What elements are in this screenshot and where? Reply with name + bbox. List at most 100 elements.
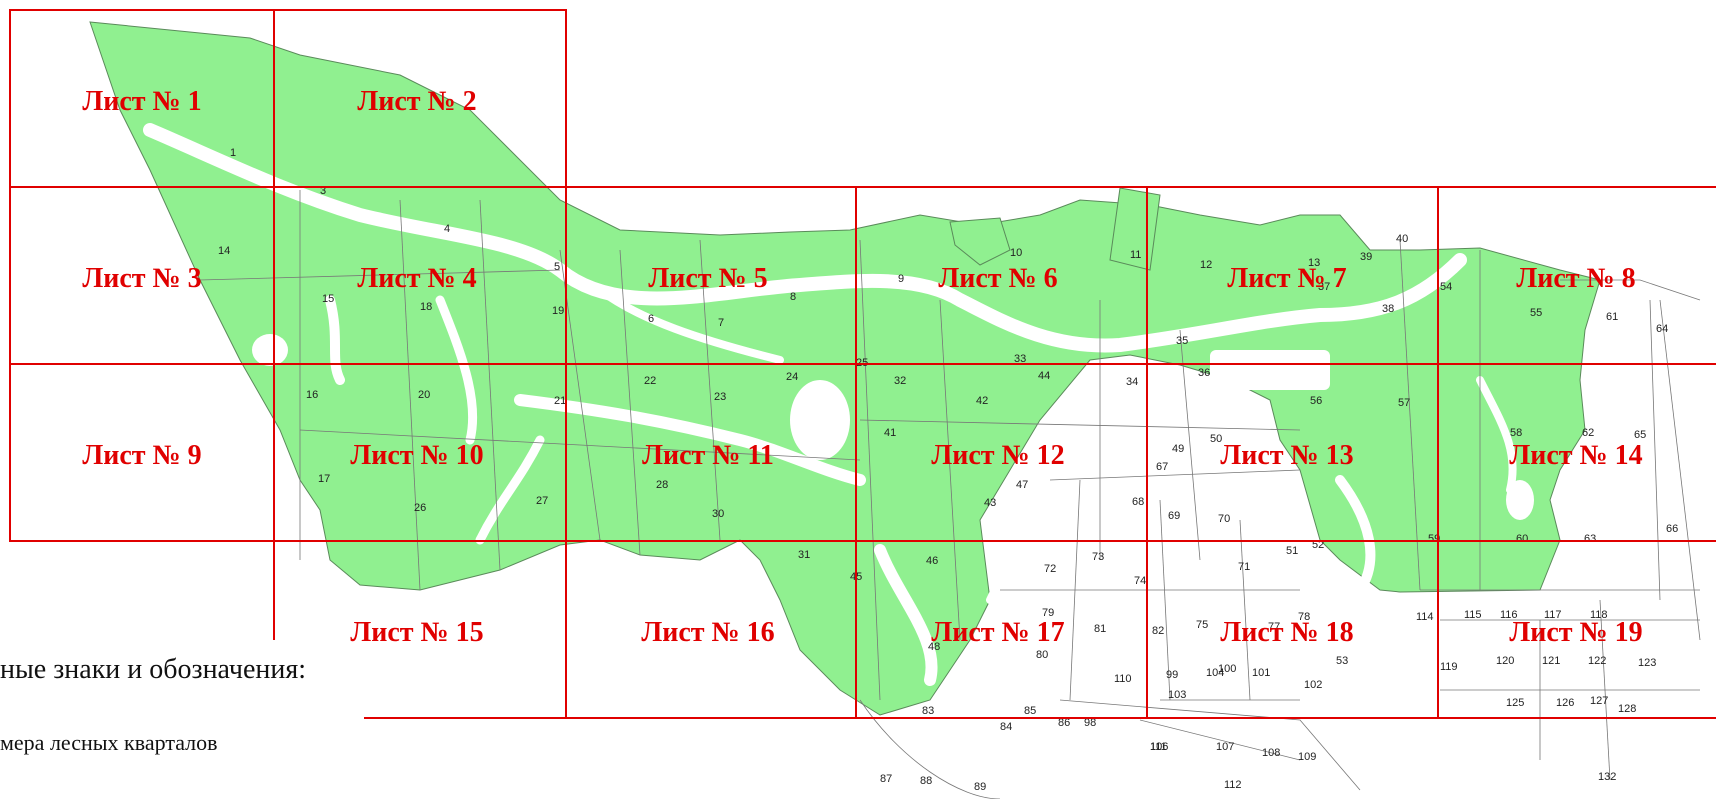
quarter-number: 16 (306, 389, 318, 401)
quarter-number: 21 (554, 395, 566, 407)
sheet-label-2: Лист № 2 (357, 86, 476, 117)
quarter-number: 128 (1618, 703, 1636, 715)
quarter-number: 11 (1130, 249, 1141, 261)
quarter-number: 112 (1224, 779, 1242, 791)
sheet-label-14: Лист № 14 (1509, 440, 1642, 471)
quarter-number: 37 (1318, 281, 1330, 293)
quarter-number: 43 (984, 497, 996, 509)
sheet-label-6: Лист № 6 (938, 263, 1057, 294)
quarter-number: 36 (1198, 367, 1210, 379)
quarter-number: 56 (1310, 395, 1322, 407)
quarter-number: 123 (1638, 657, 1656, 669)
quarter-number: 3 (320, 185, 326, 197)
quarter-number: 17 (318, 473, 330, 485)
quarter-number: 70 (1218, 513, 1230, 525)
clearings (252, 334, 1534, 520)
quarter-number: 42 (976, 395, 988, 407)
quarter-number: 6 (648, 313, 654, 325)
sheet-label-11: Лист № 11 (642, 440, 774, 471)
quarter-number: 58 (1510, 427, 1522, 439)
quarter-number: 33 (1014, 353, 1026, 365)
quarter-number: 86 (1058, 717, 1070, 729)
quarter-number: 66 (1666, 523, 1678, 535)
quarter-number: 20 (418, 389, 430, 401)
quarter-number: 57 (1398, 397, 1410, 409)
quarter-number: 35 (1176, 335, 1188, 347)
sheet-label-9: Лист № 9 (82, 440, 201, 471)
quarter-number: 107 (1216, 741, 1234, 753)
quarter-number: 81 (1094, 623, 1106, 635)
quarter-number: 18 (420, 301, 432, 313)
quarter-number: 55 (1530, 307, 1542, 319)
quarter-number: 125 (1506, 697, 1524, 709)
sheet-grid (9, 9, 1716, 719)
quarter-number: 89 (974, 781, 986, 793)
quarter-number: 65 (1634, 429, 1646, 441)
sheet-label-13: Лист № 13 (1220, 440, 1353, 471)
rivers (143, 123, 1517, 686)
quarter-number: 15 (322, 293, 334, 305)
quarter-number: 34 (1126, 376, 1138, 388)
quarter-numbers: 1 3 4 5 6 7 8 9 10 11 12 13 14 15 16 17 … (218, 147, 1678, 793)
sheet-label-16: Лист № 16 (641, 617, 774, 648)
quarter-number: 4 (444, 223, 450, 235)
quarter-number: 24 (786, 371, 798, 383)
quarter-number: 31 (798, 549, 810, 561)
quarter-number: 85 (1024, 705, 1036, 717)
quarter-number: 12 (1200, 259, 1212, 271)
quarter-number: 126 (1556, 697, 1574, 709)
quarter-number: 5 (554, 261, 560, 273)
quarter-number: 117 (1544, 609, 1562, 621)
quarter-number: 120 (1496, 655, 1514, 667)
legend-item-quarter-numbers: мера лесных кварталов (0, 730, 218, 755)
quarter-number: 83 (922, 705, 934, 717)
quarter-number: 39 (1360, 251, 1372, 263)
quarter-number: 32 (894, 375, 906, 387)
sheet-label-19: Лист № 19 (1509, 617, 1642, 648)
quarter-number: 8 (790, 291, 796, 303)
sheet-label-3: Лист № 3 (82, 263, 201, 294)
quarter-number: 1 (230, 147, 236, 159)
quarter-number: 49 (1172, 443, 1184, 455)
quarter-number: 63 (1584, 533, 1596, 545)
quarter-number: 9 (898, 273, 904, 285)
quarter-number: 74 (1134, 575, 1146, 587)
quarter-number: 116 (1500, 609, 1518, 621)
quarter-number: 87 (880, 773, 892, 785)
quarter-number: 110 (1114, 673, 1132, 685)
quarter-number: 26 (414, 502, 426, 514)
sheet-label-5: Лист № 5 (648, 263, 767, 294)
quarter-number: 14 (218, 245, 230, 257)
quarter-number: 109 (1298, 751, 1316, 763)
quarter-number: 79 (1042, 607, 1054, 619)
quarter-number: 30 (712, 508, 724, 520)
quarter-number: 80 (1036, 649, 1048, 661)
quarter-number: 50 (1210, 433, 1222, 445)
quarter-number: 23 (714, 391, 726, 403)
quarter-number: 115 (1464, 609, 1482, 621)
quarter-number: 60 (1516, 533, 1528, 545)
quarter-number: 41 (884, 427, 896, 439)
quarter-number: 77 (1268, 621, 1280, 633)
quarter-number: 27 (536, 495, 548, 507)
quarter-number: 67 (1156, 461, 1168, 473)
forest-area (89, 21, 1601, 716)
sheet-label-18: Лист № 18 (1220, 617, 1353, 648)
sheet-label-8: Лист № 8 (1516, 263, 1635, 294)
quarter-number: 7 (718, 317, 724, 329)
quarter-number: 72 (1044, 563, 1056, 575)
quarter-number: 47 (1016, 479, 1028, 491)
quarter-number: 101 (1252, 667, 1270, 679)
quarter-number: 62 (1582, 427, 1594, 439)
quarter-number: 68 (1132, 496, 1144, 508)
quarter-number: 99 (1166, 669, 1178, 681)
sheet-label-1: Лист № 1 (82, 86, 201, 117)
sheet-label-17: Лист № 17 (931, 617, 1064, 648)
quarter-number: 22 (644, 375, 656, 387)
quarter-number: 98 (1084, 717, 1096, 729)
quarter-number: 78 (1298, 611, 1310, 623)
quarter-number: 104 (1206, 667, 1224, 679)
sheet-label-12: Лист № 12 (931, 440, 1064, 471)
quarter-number: 73 (1092, 551, 1104, 563)
